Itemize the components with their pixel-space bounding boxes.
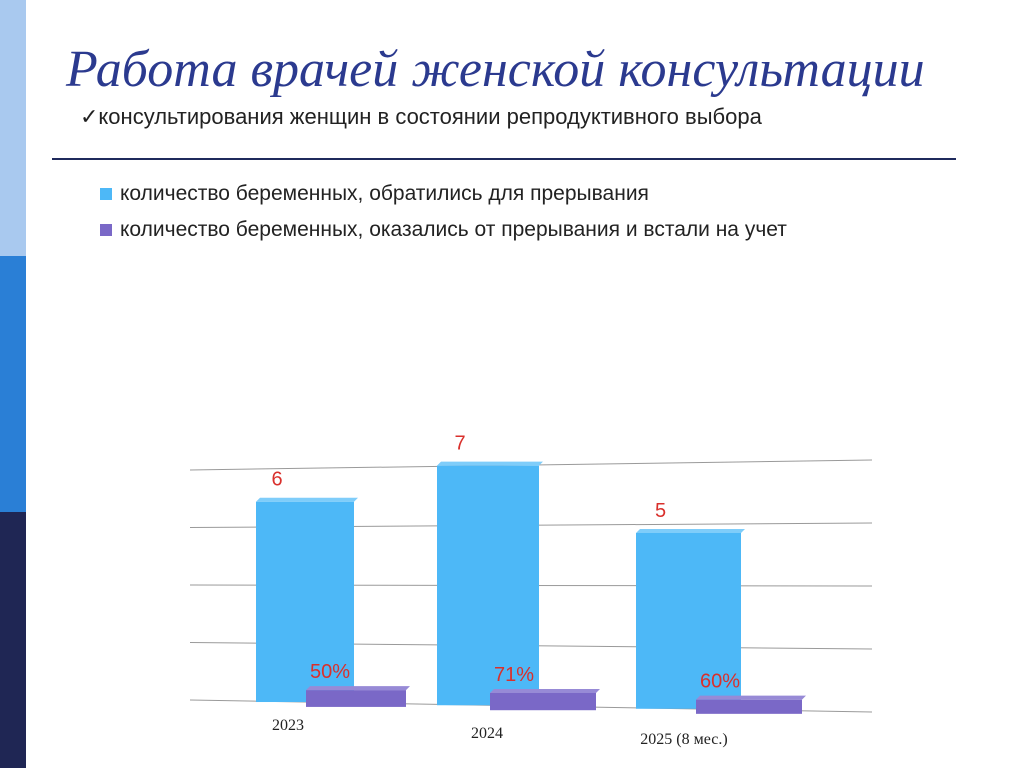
bar-top-series-2-0 bbox=[306, 686, 410, 691]
bar-top-series-2-1 bbox=[490, 688, 600, 693]
data-label-series-1-2: 5 bbox=[655, 500, 666, 522]
category-label-1: 2024 bbox=[471, 725, 503, 742]
bar-series-1-2 bbox=[636, 532, 741, 709]
side-stripe-bottom bbox=[0, 512, 26, 768]
bar-series-2-0 bbox=[306, 690, 406, 707]
chart-legend: количество беременных, обратились для пр… bbox=[100, 176, 787, 248]
category-label-2: 2025 (8 мес.) bbox=[640, 731, 727, 748]
data-label-series-1-1: 7 bbox=[454, 433, 465, 455]
page-title: Работа врачей женской консультации bbox=[66, 41, 925, 98]
legend-swatch-series-1 bbox=[100, 188, 112, 200]
data-label-series-1-0: 6 bbox=[271, 469, 282, 491]
bar-top-series-1-2 bbox=[636, 528, 745, 533]
bar-series-2-2 bbox=[696, 699, 802, 714]
page-subtitle: ✓консультирования женщин в состоянии реп… bbox=[80, 104, 762, 129]
bar-top-series-2-2 bbox=[696, 695, 806, 700]
data-label-series-2-0: 50% bbox=[310, 661, 350, 683]
bar-series-1-0 bbox=[256, 501, 354, 703]
legend-swatch-series-2 bbox=[100, 224, 112, 236]
legend-label-series-2: количество беременных, оказались от прер… bbox=[120, 218, 787, 241]
bar-series-1-1 bbox=[437, 465, 539, 706]
data-label-series-2-2: 60% bbox=[700, 671, 740, 693]
legend-item-series-1: количество беременных, обратились для пр… bbox=[100, 176, 787, 212]
title-divider bbox=[52, 158, 956, 160]
bar-top-series-1-0 bbox=[256, 497, 358, 502]
data-label-series-2-1: 71% bbox=[494, 664, 534, 686]
category-label-0: 2023 bbox=[272, 717, 304, 734]
bar-top-series-1-1 bbox=[437, 461, 543, 466]
side-stripe-top bbox=[0, 0, 26, 256]
bar-series-2-1 bbox=[490, 692, 596, 711]
legend-label-series-1: количество беременных, обратились для пр… bbox=[120, 182, 649, 205]
legend-item-series-2: количество беременных, оказались от прер… bbox=[100, 212, 787, 248]
side-stripe-middle bbox=[0, 256, 26, 512]
